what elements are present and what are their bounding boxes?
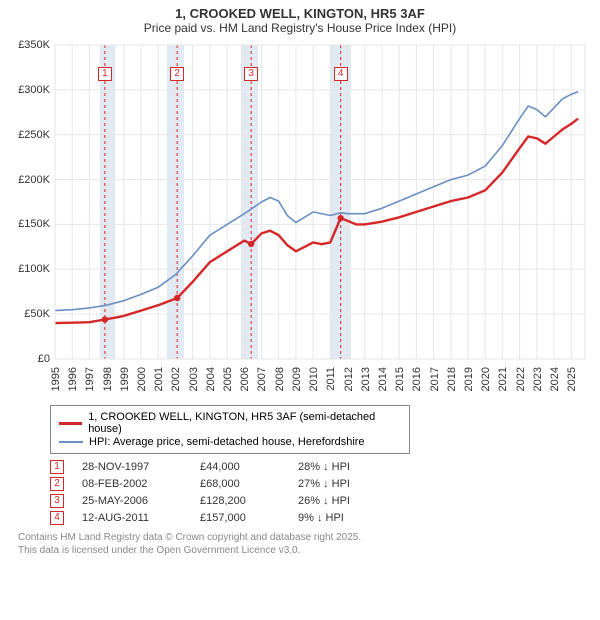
footer: Contains HM Land Registry data © Crown c… xyxy=(18,531,590,557)
chart-marker: 2 xyxy=(170,67,184,81)
x-tick: 2008 xyxy=(274,367,286,391)
chart-subtitle: Price paid vs. HM Land Registry's House … xyxy=(10,21,590,35)
row-price: £68,000 xyxy=(200,478,280,490)
legend-item: HPI: Average price, semi-detached house,… xyxy=(59,436,401,448)
chart-marker: 4 xyxy=(334,67,348,81)
y-tick: £200K xyxy=(18,174,50,186)
x-tick: 2022 xyxy=(515,367,527,391)
x-tick: 2010 xyxy=(308,367,320,391)
row-price: £157,000 xyxy=(200,512,280,524)
x-tick: 1997 xyxy=(84,367,96,391)
table-row: 4 12-AUG-2011 £157,000 9% ↓ HPI xyxy=(50,511,590,525)
x-tick: 2017 xyxy=(429,367,441,391)
x-tick: 2004 xyxy=(205,367,217,391)
sales-table: 1 28-NOV-1997 £44,000 28% ↓ HPI 2 08-FEB-2002… xyxy=(50,460,590,525)
x-tick: 1998 xyxy=(102,367,114,391)
x-tick: 2018 xyxy=(446,367,458,391)
row-marker: 1 xyxy=(50,460,64,474)
legend-swatch xyxy=(59,441,83,443)
x-tick: 2000 xyxy=(136,367,148,391)
chart-container: 1, CROOKED WELL, KINGTON, HR5 3AF Price … xyxy=(0,0,600,561)
x-tick: 2016 xyxy=(411,367,423,391)
footer-line1: Contains HM Land Registry data © Crown c… xyxy=(18,531,590,544)
chart-title: 1, CROOKED WELL, KINGTON, HR5 3AF xyxy=(10,6,590,21)
row-marker: 4 xyxy=(50,511,64,525)
x-tick: 2007 xyxy=(256,367,268,391)
row-marker: 2 xyxy=(50,477,64,491)
table-row: 1 28-NOV-1997 £44,000 28% ↓ HPI xyxy=(50,460,590,474)
chart-svg xyxy=(10,39,590,399)
y-tick: £50K xyxy=(24,308,50,320)
table-row: 2 08-FEB-2002 £68,000 27% ↓ HPI xyxy=(50,477,590,491)
row-price: £44,000 xyxy=(200,461,280,473)
x-tick: 2021 xyxy=(497,367,509,391)
y-tick: £150K xyxy=(18,218,50,230)
row-date: 25-MAY-2006 xyxy=(82,495,182,507)
row-date: 28-NOV-1997 xyxy=(82,461,182,473)
x-tick: 2012 xyxy=(343,367,355,391)
table-row: 3 25-MAY-2006 £128,200 26% ↓ HPI xyxy=(50,494,590,508)
x-tick: 1995 xyxy=(50,367,62,391)
x-tick: 2023 xyxy=(532,367,544,391)
x-tick: 2015 xyxy=(394,367,406,391)
chart-area: £0 £50K £100K £150K £200K £250K £300K £350K 1995… xyxy=(10,39,590,399)
footer-line2: This data is licensed under the Open Gov… xyxy=(18,544,590,557)
legend-item: 1, CROOKED WELL, KINGTON, HR5 3AF (semi-… xyxy=(59,411,401,435)
y-tick: £0 xyxy=(38,353,50,365)
row-marker: 3 xyxy=(50,494,64,508)
row-price: £128,200 xyxy=(200,495,280,507)
row-diff: 26% ↓ HPI xyxy=(298,495,378,507)
x-tick: 2005 xyxy=(222,367,234,391)
legend-swatch xyxy=(59,422,82,425)
x-tick: 2006 xyxy=(239,367,251,391)
x-tick: 2024 xyxy=(549,367,561,391)
x-tick: 2002 xyxy=(170,367,182,391)
x-tick: 2013 xyxy=(360,367,372,391)
x-tick: 2009 xyxy=(291,367,303,391)
row-diff: 27% ↓ HPI xyxy=(298,478,378,490)
legend-label: 1, CROOKED WELL, KINGTON, HR5 3AF (semi-… xyxy=(88,411,401,435)
row-date: 12-AUG-2011 xyxy=(82,512,182,524)
x-tick: 2014 xyxy=(377,367,389,391)
x-tick: 2019 xyxy=(463,367,475,391)
legend-label: HPI: Average price, semi-detached house,… xyxy=(89,436,365,448)
chart-marker: 1 xyxy=(98,67,112,81)
row-diff: 9% ↓ HPI xyxy=(298,512,378,524)
chart-marker: 3 xyxy=(244,67,258,81)
x-tick: 2003 xyxy=(188,367,200,391)
legend: 1, CROOKED WELL, KINGTON, HR5 3AF (semi-… xyxy=(50,405,410,454)
row-diff: 28% ↓ HPI xyxy=(298,461,378,473)
x-tick: 1996 xyxy=(67,367,79,391)
y-tick: £300K xyxy=(18,84,50,96)
x-tick: 2001 xyxy=(153,367,165,391)
x-tick: 2020 xyxy=(480,367,492,391)
x-tick: 2011 xyxy=(325,367,337,391)
row-date: 08-FEB-2002 xyxy=(82,478,182,490)
x-tick: 2025 xyxy=(566,367,578,391)
y-tick: £350K xyxy=(18,39,50,51)
y-tick: £100K xyxy=(18,263,50,275)
x-tick: 1999 xyxy=(119,367,131,391)
y-tick: £250K xyxy=(18,129,50,141)
